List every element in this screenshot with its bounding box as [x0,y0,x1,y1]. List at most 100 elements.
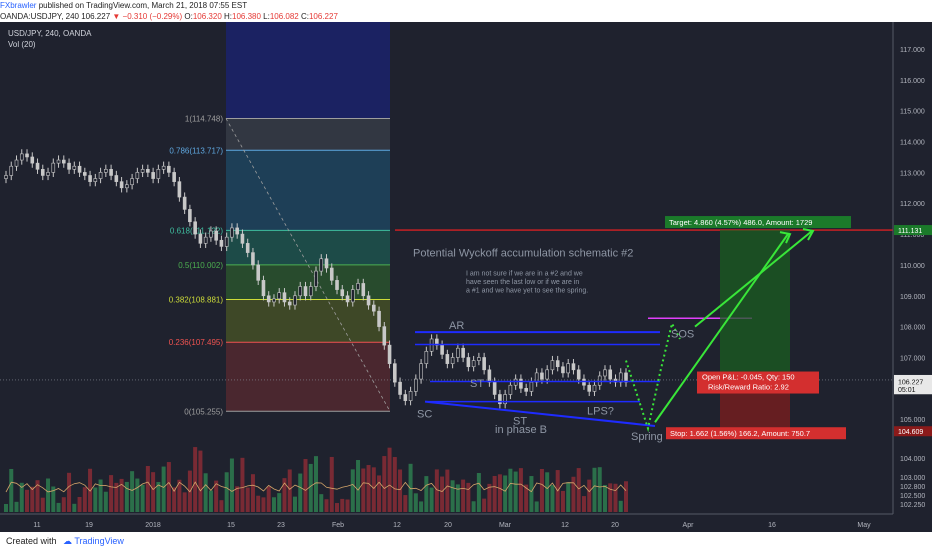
volume-bar [340,498,345,512]
target-label-box [665,216,851,229]
fib-trend-line [225,118,391,412]
volume-bar [161,466,166,512]
volume-bar [482,498,487,512]
candle-body [88,175,92,182]
price-tick-label: 114.000 [900,140,925,147]
time-tick-label: 15 [227,522,235,529]
wyckoff-label: ST [513,416,527,428]
fib-zone [226,342,390,412]
volume-bar [35,480,40,512]
price-tick-label: 110.000 [900,263,925,270]
candle-body [340,289,345,297]
volume-bar [587,479,592,512]
volume-bar [4,504,8,512]
fib-level-label: 0.5(110.002) [178,261,223,270]
candle-body [135,172,140,179]
volume-bar [366,465,371,512]
fibonacci-retracement[interactable]: 1(114.748)0.786(113.717)0.618(111.122)0.… [169,22,391,416]
quote-bar: OANDA:USDJPY, 240 106.227 ▼ −0.310 (−0.2… [0,11,932,22]
volume-bar [581,496,586,512]
candle-body [608,369,613,380]
candle-body [177,181,182,198]
volume-bar [9,468,14,512]
volume-bar [476,473,481,512]
volume-bar [429,487,434,512]
candle-body [19,153,24,161]
volume-bar [61,497,66,512]
chart-title: USD/JPY, 240, OANDA [8,29,92,38]
candle-body [272,298,276,303]
volume-bar [466,482,471,512]
candle-body [545,369,549,380]
candle-body [335,280,339,290]
range-bottom-line [424,400,656,427]
price-axis[interactable]: 117.000 116.000 115.000 114.000 113.000 112.0… [892,22,932,514]
volume-bar [424,476,429,512]
volume-bar [408,463,413,512]
candle-body [298,286,303,297]
candle-body [266,295,271,303]
candle-body [104,169,108,173]
candle-body [72,165,77,170]
volume-bar [298,473,303,512]
volume-bar [124,481,129,512]
low-value: 106.082 [269,12,299,21]
volume-bar [608,483,613,512]
candle-body [393,363,397,383]
price-chart[interactable]: USD/JPY, 240, OANDA Vol (20) 1(114.748) 0… [0,22,932,532]
drawings[interactable]: Potential Wyckoff accumulation schematic… [0,216,893,443]
price-tick-label: 109.000 [900,294,925,301]
candle-body [35,162,40,170]
volume-bar [235,486,240,512]
candle-body [398,381,402,395]
time-tick-label: Feb [332,522,344,529]
candle-body [261,280,266,297]
candle-body [151,172,155,179]
candle-body [51,162,56,173]
volume-bar [256,495,261,512]
volume-bar [560,490,565,512]
price-label: 106.227 [898,379,923,386]
volume-bar [119,478,124,512]
chart-canvas[interactable]: USD/JPY, 240, OANDA Vol (20) 1(114.748) 0… [0,22,932,532]
pnl-label-box [697,371,819,394]
candle-body [550,360,555,371]
volume-bar [419,501,424,512]
volume-bar [292,496,297,512]
volume-bar [72,503,77,512]
candle-body [314,270,318,287]
volume-bar [208,490,213,512]
candle-body [109,169,113,176]
candle-body [83,172,87,176]
volume-bar [377,475,382,512]
candle-body [461,347,465,358]
fib-zone [226,230,390,265]
price-tick-label: 117.000 [900,47,925,54]
tradingview-logo-icon: ☁ [63,536,73,546]
volume-bar [539,468,544,512]
volume-bar [19,482,24,512]
volume-bar [471,501,476,512]
stop-label: Stop: 1.662 (1.56%) 166.2, Amount: 750.7 [670,429,810,438]
candle-body [214,230,218,241]
down-arrow-icon: ▼ [112,12,121,21]
stop-label-box [666,427,846,440]
volume-bar [14,501,19,512]
volume-bar [145,466,150,512]
time-axis[interactable]: 11 19 2018 15 23 Feb 12 20 Mar 12 20 Apr 16 May [0,513,893,529]
candle-body [387,344,392,364]
volume-bar [287,469,292,512]
volume-bar [450,480,455,512]
volume-bar [103,491,108,512]
wyckoff-label: ST [470,378,484,390]
wyckoff-label: Spring [631,431,663,443]
time-tick-label: 20 [611,522,619,529]
volume-bar [46,478,51,512]
volume-bar [30,486,35,512]
author-link[interactable]: FXbrawler [0,1,37,10]
tradingview-brand[interactable]: TradingView [74,536,124,546]
volume-bar [229,458,234,512]
candle-body [492,381,497,395]
volume-bar [518,468,523,512]
fib-level-label: 0.382(108.881) [169,295,224,304]
